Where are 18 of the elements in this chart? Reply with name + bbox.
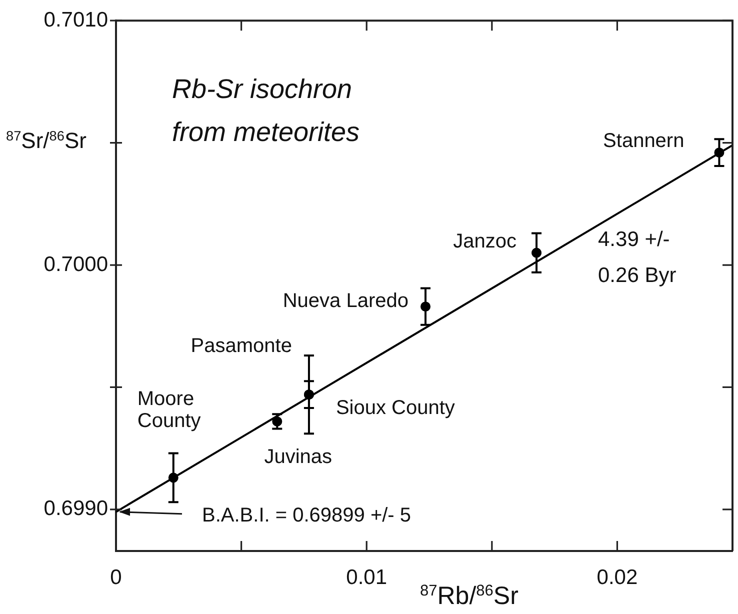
y-axis-title: $^{87}$Sr/$^{86}$Sr (6, 128, 86, 154)
series-label: Sioux County (336, 397, 455, 420)
series-label: Janzoc (453, 230, 517, 252)
text: Moore County (137, 388, 201, 432)
series-label: Juvinas (264, 446, 332, 468)
series-label: Pasamonte (190, 335, 292, 358)
x-tick-label: 0 (110, 566, 122, 589)
y-tick-label: 0.7000 (44, 252, 108, 276)
y-tick-label: 0.7010 (44, 8, 108, 32)
x-tick-label: 0.01 (346, 566, 388, 589)
x-tick-label: 0.02 (596, 566, 638, 589)
text: Rb-Sr isochron from meteorites (172, 73, 361, 149)
y-tick-label: 0.6990 (44, 497, 108, 520)
x-axis-title: $^{87}$Rb/$^{86}$Sr (420, 582, 518, 611)
annotation: B.A.B.I. = 0.69899 +/- 5 (202, 504, 412, 526)
series-label: Stannern (603, 130, 684, 152)
series-label: Nueva Laredo (282, 290, 409, 312)
annotation: 4.39 +/- 0.26 Byr (598, 227, 678, 289)
